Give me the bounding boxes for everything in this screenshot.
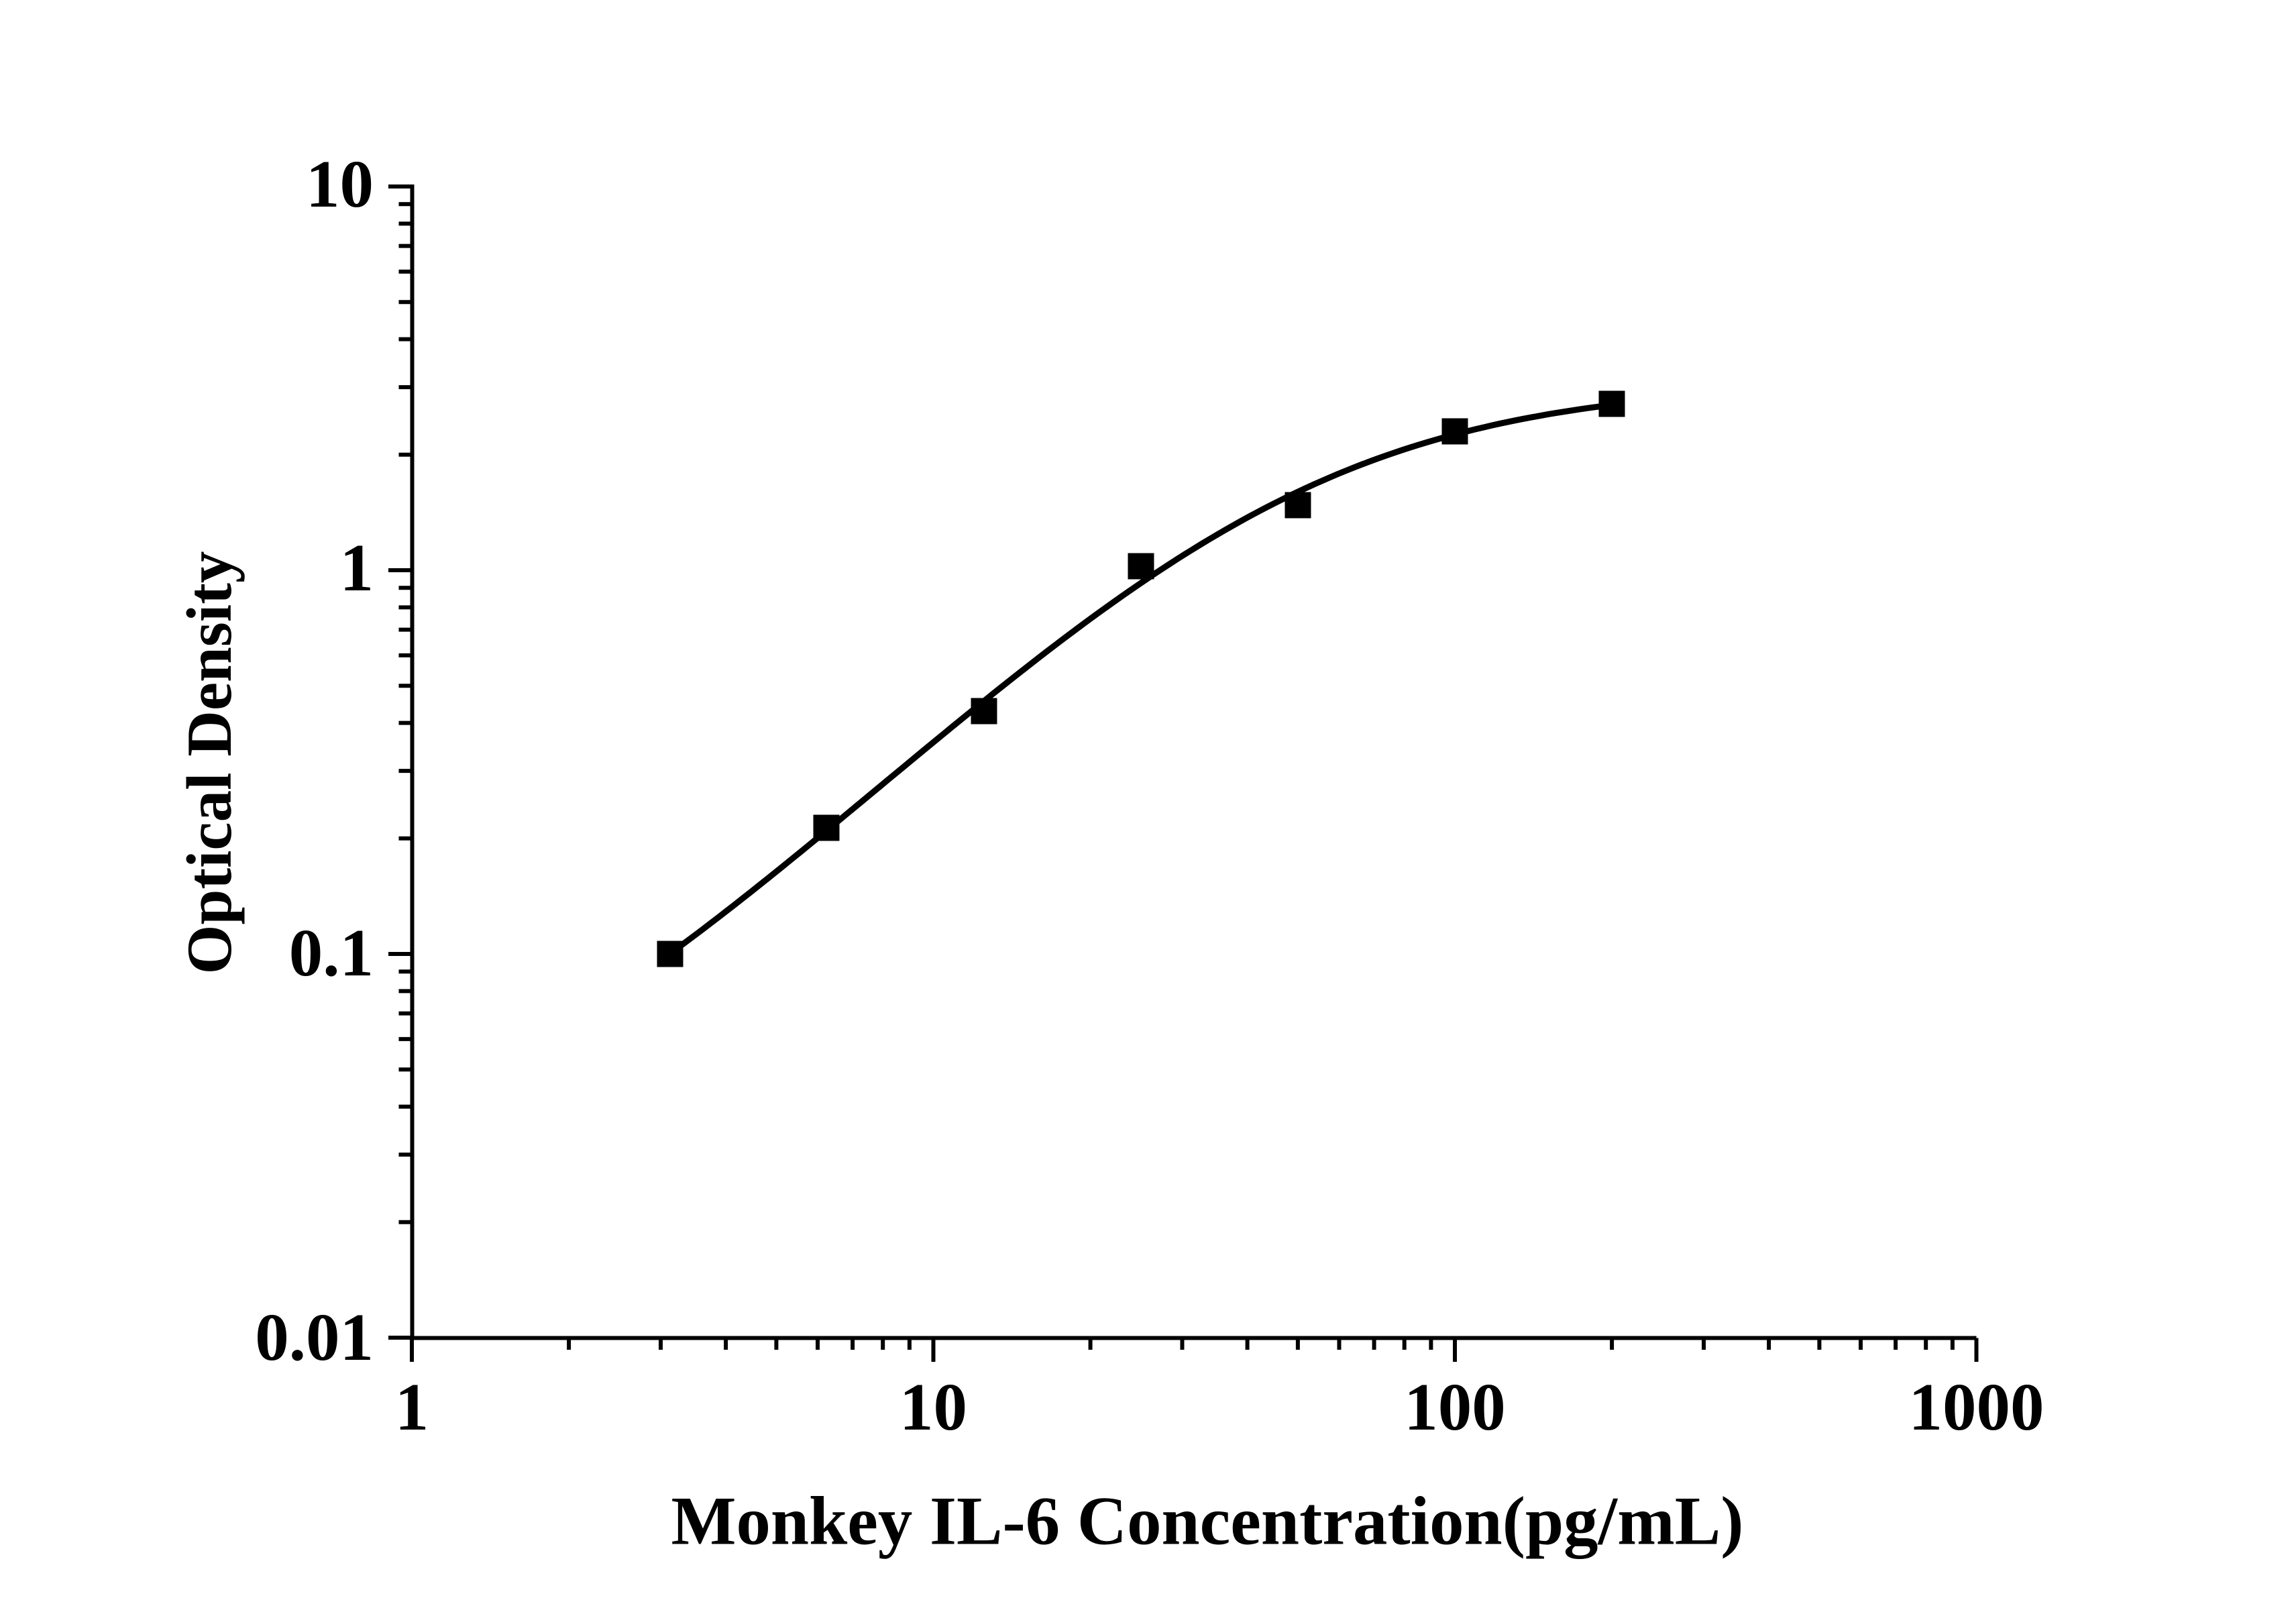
svg-text:0.1: 0.1 bbox=[289, 915, 374, 990]
svg-text:10: 10 bbox=[899, 1369, 967, 1444]
svg-text:0.01: 0.01 bbox=[255, 1299, 374, 1375]
svg-text:10: 10 bbox=[306, 146, 374, 221]
svg-text:Optical Density: Optical Density bbox=[174, 551, 245, 975]
svg-text:1: 1 bbox=[340, 530, 374, 605]
svg-text:1: 1 bbox=[395, 1369, 429, 1444]
svg-text:1000: 1000 bbox=[1909, 1369, 2044, 1444]
svg-text:Monkey IL-6 Concentration(pg/m: Monkey IL-6 Concentration(pg/mL) bbox=[671, 1483, 1743, 1560]
svg-text:100: 100 bbox=[1404, 1369, 1506, 1444]
